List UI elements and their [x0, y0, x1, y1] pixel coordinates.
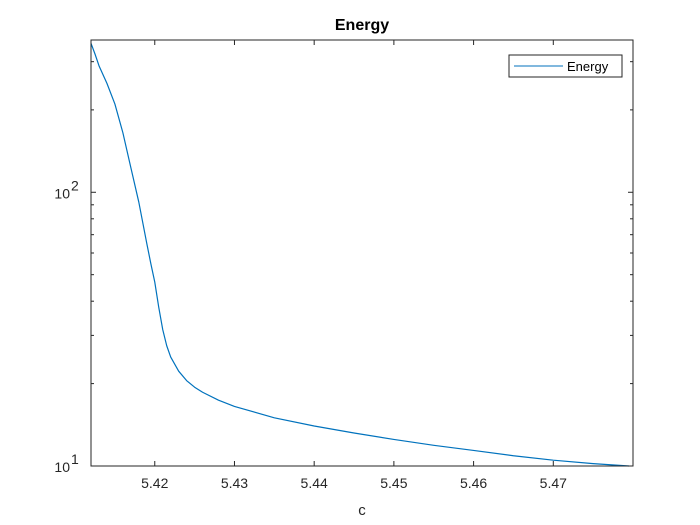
chart-title: Energy: [335, 17, 389, 34]
legend: Energy: [508, 54, 623, 78]
plot-frame: [90, 39, 634, 467]
x-tick-label: 5.46: [460, 475, 487, 491]
y-tick-label-exponent: 1: [71, 451, 79, 467]
y-tick-label-exponent: 2: [71, 177, 79, 193]
x-tick-label: 5.43: [221, 475, 248, 491]
legend-label-energy: Energy: [567, 59, 609, 74]
x-axis-label: c: [358, 502, 366, 519]
y-tick-label: 10: [54, 185, 70, 201]
plot-area: [91, 40, 633, 466]
legend-box: [508, 54, 623, 78]
series-line-energy: [90, 43, 630, 467]
series-layer: [90, 43, 630, 467]
x-tick-label: 5.44: [301, 475, 328, 491]
x-tick-label: 5.45: [380, 475, 407, 491]
x-tick-label: 5.42: [141, 475, 168, 491]
x-tick-label: 5.47: [540, 475, 567, 491]
y-tick-label: 10: [54, 459, 70, 475]
